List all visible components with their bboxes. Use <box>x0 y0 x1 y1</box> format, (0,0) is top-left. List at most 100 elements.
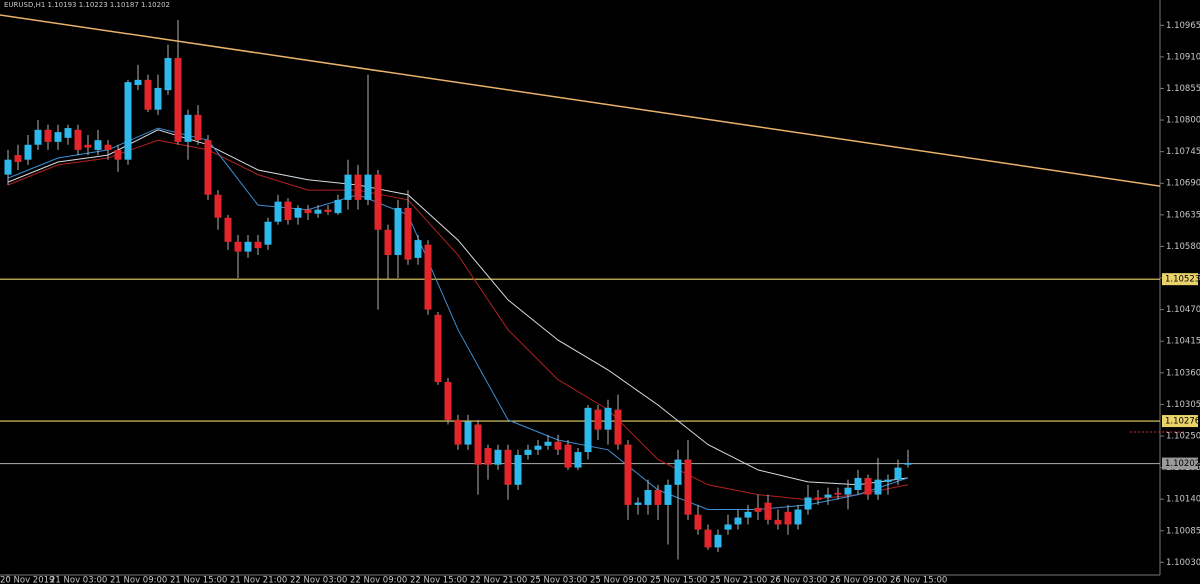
candle-body <box>34 129 42 145</box>
candle-body <box>644 489 652 505</box>
candle-body <box>194 114 202 141</box>
candle-body <box>364 174 372 200</box>
candle-body <box>294 207 302 218</box>
candle-body <box>504 449 512 485</box>
candle-body <box>424 244 432 310</box>
y-tick-label: 1.10415 <box>1166 337 1200 347</box>
candle-body <box>604 407 612 430</box>
y-tick-label: 1.10030 <box>1166 558 1200 568</box>
price-label-box <box>1162 457 1198 470</box>
candle-body <box>254 241 262 249</box>
price-label: 1.10202 <box>1165 459 1200 469</box>
x-tick-label: 22 Nov 03:00 <box>290 576 347 584</box>
y-tick-label: 1.10360 <box>1166 368 1200 378</box>
trendline <box>0 14 1161 187</box>
price-label: 1.10276 <box>1165 417 1200 427</box>
candle-body <box>704 529 712 548</box>
candle-body <box>794 509 802 525</box>
candle-body <box>464 421 472 445</box>
candle-body <box>524 449 532 455</box>
candle-body <box>104 144 112 150</box>
candle-body <box>144 79 152 110</box>
candle-body <box>784 511 792 525</box>
candle-body <box>854 477 862 490</box>
candle-body <box>164 58 172 91</box>
price-label-box <box>1162 415 1198 428</box>
candle-body <box>614 409 622 445</box>
candle-body <box>344 174 352 200</box>
candle-body <box>184 114 192 142</box>
candle-body <box>894 467 902 480</box>
candle-body <box>274 201 282 222</box>
candle-body <box>314 209 322 214</box>
candle-body <box>24 144 32 160</box>
candle-body <box>734 517 742 525</box>
y-tick-label: 1.10140 <box>1166 495 1200 505</box>
candle-body <box>884 479 892 482</box>
x-tick-label: 25 Nov 09:00 <box>590 576 647 584</box>
x-tick-label: 22 Nov 15:00 <box>410 576 467 584</box>
candle-body <box>354 174 362 200</box>
candle-body <box>54 132 62 142</box>
chart-title: EURUSD,H1 1.10193 1.10223 1.10187 1.1020… <box>4 1 170 9</box>
x-tick-label: 20 Nov 2019 <box>0 576 54 584</box>
candle-body <box>434 314 442 382</box>
candle-body <box>204 140 212 195</box>
candle-body <box>74 129 82 150</box>
candle-body <box>134 79 142 86</box>
candle-body <box>664 484 672 505</box>
candle-body <box>684 459 692 515</box>
candle-body <box>234 241 242 252</box>
candle-body <box>534 445 542 450</box>
x-tick-label: 25 Nov 03:00 <box>530 576 587 584</box>
candle-body <box>814 497 822 500</box>
candle-body <box>574 452 582 468</box>
candle-body <box>244 241 252 252</box>
candle-body <box>834 492 842 495</box>
candle-body <box>114 149 122 160</box>
candle-body <box>494 449 502 465</box>
x-tick-label: 22 Nov 21:00 <box>470 576 527 584</box>
candle-body <box>714 534 722 548</box>
candle-body <box>334 199 342 214</box>
candle-body <box>554 441 562 450</box>
y-tick-label: 1.10910 <box>1166 52 1200 62</box>
candle-body <box>4 159 12 175</box>
candle-body <box>304 209 312 214</box>
candle-body <box>824 494 832 498</box>
y-tick-label: 1.10580 <box>1166 242 1200 252</box>
y-tick-label: 1.10745 <box>1166 147 1200 157</box>
candle-body <box>774 519 782 525</box>
candle-body <box>544 441 552 446</box>
y-tick-label: 1.10635 <box>1166 210 1200 220</box>
candle-body <box>214 194 222 218</box>
y-tick-label: 1.10250 <box>1166 431 1200 441</box>
candle-body <box>764 502 772 520</box>
x-tick-label: 25 Nov 15:00 <box>650 576 707 584</box>
candle-body <box>174 58 182 142</box>
candle-body <box>324 209 332 212</box>
candle-body <box>634 502 642 505</box>
candle-body <box>454 419 462 445</box>
y-tick-label: 1.10085 <box>1166 526 1200 536</box>
y-tick-label: 1.10800 <box>1166 116 1200 126</box>
candle-body <box>724 524 732 530</box>
y-tick-label: 1.10965 <box>1166 21 1200 31</box>
y-tick-label: 1.10855 <box>1166 84 1200 94</box>
x-tick-label: 22 Nov 09:00 <box>350 576 407 584</box>
candle-body <box>484 448 492 465</box>
candle-body <box>284 201 292 221</box>
candle-body <box>674 459 682 485</box>
candle-body <box>654 489 662 505</box>
x-tick-label: 26 Nov 03:00 <box>770 576 827 584</box>
candle-body <box>474 424 482 465</box>
x-tick-label: 21 Nov 09:00 <box>110 576 167 584</box>
candle-body <box>84 144 92 148</box>
candle-body <box>414 240 422 258</box>
candle-body <box>404 207 412 260</box>
candle-body <box>594 409 602 430</box>
candle-body <box>694 514 702 530</box>
moving-average <box>7 129 909 486</box>
